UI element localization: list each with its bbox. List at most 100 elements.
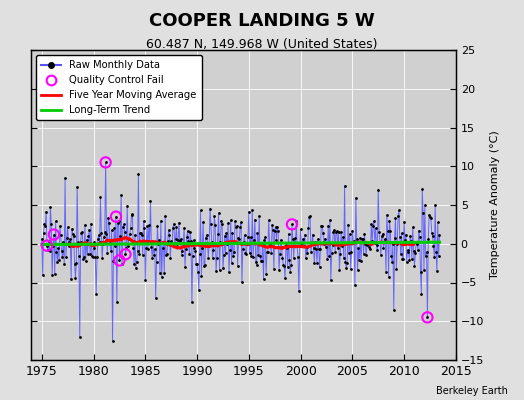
Point (57, 232, 65, 238)
Point (316, 245, 325, 252)
Point (56, 223, 64, 229)
Point (62, 254, 70, 260)
Point (50, 271, 59, 277)
Point (160, 270, 169, 276)
Point (360, 230, 368, 237)
Point (423, 314, 432, 320)
Point (321, 244, 330, 250)
Point (71, 275, 80, 282)
Point (136, 230, 144, 236)
Point (366, 246, 375, 252)
Point (325, 253, 333, 260)
Point (69, 231, 77, 237)
Point (51, 218, 60, 224)
Point (176, 238, 184, 244)
Point (53, 259, 61, 266)
Point (170, 220, 178, 227)
Point (289, 255, 298, 261)
Point (353, 267, 362, 273)
Point (92, 291, 100, 298)
Point (297, 242, 305, 248)
Point (372, 225, 380, 232)
Point (247, 253, 256, 259)
Point (64, 243, 73, 249)
Point (308, 241, 316, 247)
Point (87, 220, 95, 227)
Point (233, 223, 241, 230)
Point (265, 217, 273, 223)
Point (145, 222, 153, 229)
Point (309, 231, 317, 238)
Point (174, 237, 182, 243)
Point (311, 238, 320, 245)
Point (432, 248, 440, 255)
Point (293, 242, 301, 249)
Point (414, 227, 423, 234)
Point (420, 267, 428, 273)
Point (43, 242, 51, 249)
Point (169, 224, 177, 231)
Point (213, 254, 221, 261)
Point (388, 258, 396, 265)
Point (278, 255, 287, 262)
Point (119, 221, 128, 228)
Point (383, 212, 391, 218)
Point (59, 238, 68, 245)
Point (315, 264, 324, 270)
Point (227, 260, 236, 266)
Point (296, 243, 304, 250)
Point (294, 254, 302, 260)
Point (362, 252, 370, 258)
Point (218, 221, 226, 228)
Point (363, 242, 371, 249)
Point (397, 230, 406, 236)
Point (377, 233, 386, 239)
Point (163, 238, 172, 244)
Point (358, 236, 366, 242)
Point (74, 238, 82, 245)
Point (430, 253, 439, 260)
Point (101, 229, 109, 235)
Point (184, 238, 193, 244)
Point (192, 261, 200, 267)
Point (134, 171, 143, 177)
Point (212, 268, 220, 274)
Point (197, 273, 205, 279)
Point (326, 277, 335, 284)
Point (253, 230, 261, 236)
Point (429, 243, 438, 249)
Legend: Raw Monthly Data, Quality Control Fail, Five Year Moving Average, Long-Term Tren: Raw Monthly Data, Quality Control Fail, … (37, 55, 202, 120)
Point (107, 227, 116, 233)
Point (410, 262, 419, 269)
Point (320, 241, 328, 247)
Point (425, 212, 433, 218)
Point (196, 207, 205, 214)
Point (199, 218, 208, 225)
Point (384, 228, 392, 234)
Point (331, 248, 340, 255)
Point (250, 216, 259, 223)
Point (358, 236, 367, 242)
Point (61, 175, 69, 181)
Point (292, 217, 300, 224)
Point (351, 282, 359, 288)
Point (276, 251, 284, 258)
Point (273, 224, 281, 230)
Point (412, 238, 420, 245)
Point (167, 238, 176, 244)
Point (194, 287, 203, 294)
Point (307, 249, 315, 255)
Point (127, 212, 136, 218)
Point (104, 214, 113, 221)
Point (38, 236, 46, 242)
Point (286, 268, 294, 275)
Point (194, 269, 202, 275)
Point (267, 250, 276, 256)
Point (234, 235, 243, 241)
Point (91, 254, 100, 260)
Point (141, 276, 149, 283)
Point (119, 224, 127, 230)
Text: COOPER LANDING 5 W: COOPER LANDING 5 W (149, 12, 375, 30)
Point (49, 243, 57, 249)
Point (270, 266, 278, 272)
